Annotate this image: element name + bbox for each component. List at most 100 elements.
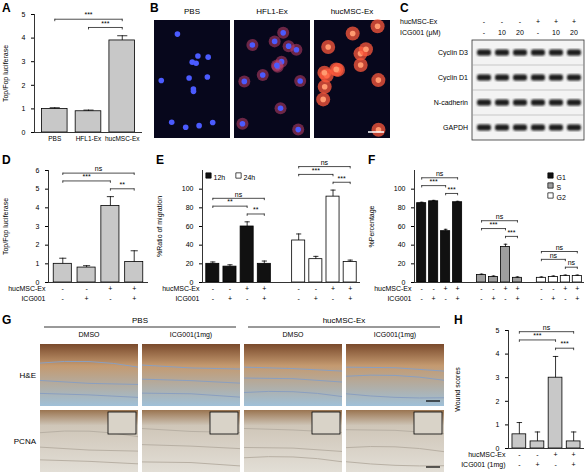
svg-text:ns: ns [550,252,558,259]
svg-text:-: - [552,285,555,292]
svg-text:-: - [536,451,539,458]
svg-text:***: *** [430,178,438,185]
svg-text:-: - [298,295,301,302]
svg-text:5: 5 [36,185,40,192]
svg-text:ICG001 (μM): ICG001 (μM) [400,29,441,37]
svg-text:-: - [332,295,335,302]
svg-text:G1: G1 [557,174,566,181]
svg-text:+: + [575,285,579,292]
svg-text:***: *** [83,173,91,180]
svg-text:ICG001: ICG001 [175,295,199,302]
svg-text:100: 100 [394,185,406,192]
svg-text:+: + [348,295,352,302]
svg-text:G2: G2 [557,194,566,201]
svg-text:HFL1-Ex: HFL1-Ex [76,135,102,142]
svg-text:-: - [421,285,424,292]
svg-text:60: 60 [186,223,194,230]
svg-text:20: 20 [398,260,406,267]
svg-text:-: - [298,285,301,292]
svg-text:-: - [62,285,65,292]
svg-text:hucMSC-Ex: hucMSC-Ex [162,285,200,292]
svg-text:ns: ns [436,170,444,177]
svg-text:+: + [314,295,318,302]
svg-text:N-cadherin: N-cadherin [434,99,468,106]
svg-text:4: 4 [36,204,40,211]
svg-text:+: + [535,461,539,468]
svg-text:ICG001(1mg): ICG001(1mg) [170,331,212,339]
svg-text:-: - [483,18,486,25]
svg-text:0: 0 [22,129,26,136]
svg-text:40: 40 [398,241,406,248]
svg-text:Cyclin D3: Cyclin D3 [438,49,468,57]
svg-text:+: + [331,285,335,292]
svg-text:ns: ns [543,324,551,331]
svg-text:10: 10 [552,29,560,36]
svg-text:-: - [518,461,521,468]
svg-text:+: + [432,295,436,302]
svg-text:ns: ns [95,165,103,172]
svg-text:Top/Fop luciferase: Top/Fop luciferase [2,45,10,102]
svg-text:HFL1-Ex: HFL1-Ex [256,7,288,16]
svg-text:Cyclin D1: Cyclin D1 [438,74,468,82]
svg-text:+: + [515,285,519,292]
svg-text:%Percentage: %Percentage [368,205,376,247]
svg-text:ns: ns [235,191,243,198]
svg-text:20: 20 [516,29,524,36]
svg-text:-: - [519,18,522,25]
svg-text:***: *** [507,229,515,236]
svg-text:hucMSC-Ex: hucMSC-Ex [400,18,438,25]
svg-text:20: 20 [186,260,194,267]
svg-text:5: 5 [22,11,26,18]
svg-text:***: *** [561,340,569,347]
svg-text:+: + [515,295,519,302]
svg-text:ns: ns [321,159,329,166]
svg-text:%Ratio of migration: %Ratio of migration [156,196,164,257]
svg-text:2: 2 [36,241,40,248]
svg-text:80: 80 [398,204,406,211]
svg-text:+: + [575,295,579,302]
svg-text:***: *** [489,221,497,228]
svg-text:-: - [229,285,232,292]
svg-text:-: - [504,295,507,302]
svg-text:GAPDH: GAPDH [443,124,468,131]
svg-text:+: + [554,18,558,25]
svg-text:100: 100 [182,185,194,192]
svg-text:hucMSC-Ex: hucMSC-Ex [331,7,374,16]
svg-text:2: 2 [496,398,500,405]
svg-text:hucMSC-Ex: hucMSC-Ex [323,316,366,325]
svg-text:3: 3 [496,374,500,381]
svg-text:DMSO: DMSO [79,331,101,338]
svg-text:-: - [421,295,424,302]
svg-text:2: 2 [22,82,26,89]
svg-text:PBS: PBS [48,135,62,142]
svg-text:1: 1 [36,260,40,267]
svg-text:H&E: H&E [20,371,36,380]
svg-text:-: - [62,295,65,302]
svg-text:+: + [85,295,89,302]
svg-text:Wound scores: Wound scores [454,367,461,412]
svg-text:DMSO: DMSO [283,331,305,338]
svg-text:1: 1 [22,105,26,112]
svg-text:**: ** [227,198,233,205]
svg-text:-: - [518,451,521,458]
svg-text:Top/Fop luciferase: Top/Fop luciferase [2,198,10,255]
svg-text:-: - [315,285,318,292]
svg-text:-: - [85,285,88,292]
svg-text:4: 4 [22,34,26,41]
svg-text:-: - [432,285,435,292]
svg-text:40: 40 [186,241,194,248]
svg-text:-: - [212,285,215,292]
svg-text:S: S [557,184,562,191]
svg-text:PCNA: PCNA [14,437,37,446]
svg-text:-: - [564,295,567,302]
svg-text:+: + [456,285,460,292]
svg-text:+: + [444,285,448,292]
svg-text:+: + [554,451,558,458]
svg-text:-: - [540,295,543,302]
svg-text:3: 3 [22,58,26,65]
svg-text:-: - [246,295,249,302]
svg-text:+: + [572,461,576,468]
svg-text:hucMSC-Ex: hucMSC-Ex [374,285,412,292]
svg-text:***: *** [84,11,92,18]
svg-text:hucMSC-Ex: hucMSC-Ex [468,451,506,458]
